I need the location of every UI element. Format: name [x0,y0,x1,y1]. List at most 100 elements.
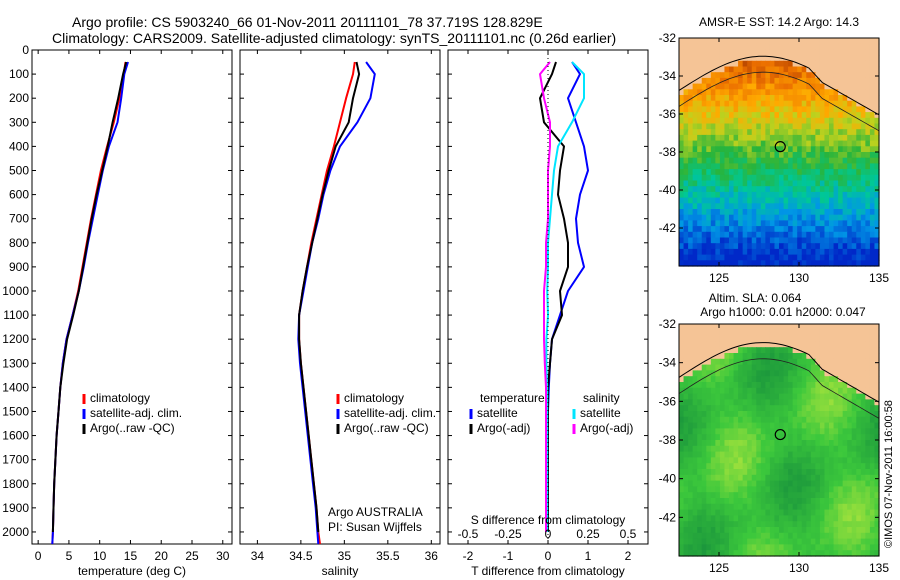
sst-map-cell [842,152,848,159]
sla-map-cell [788,445,794,453]
sst-map-cell [688,146,694,153]
sst-map-cell [833,209,839,216]
sst-map-cell [851,55,857,62]
sst-map-cell [860,100,866,107]
sst-map-cell [860,231,866,239]
sst-map-cell [815,220,821,227]
sla-map-cell [874,335,880,342]
sla-map-cell [847,440,853,447]
sst-map-cell [701,186,707,193]
sla-map-cell [706,492,712,499]
sla-map-cell [697,492,703,499]
sst-map-cell [697,66,703,73]
sla-map-cell [806,451,812,458]
sla-map-cell [760,532,766,540]
sla-map-cell [733,509,739,516]
sst-map-cell [869,72,876,79]
sst-map-cell [869,197,876,204]
sst-map-cell [865,248,871,256]
sst-map-cell [829,106,835,113]
sla-map-cell [783,324,789,331]
sla-map-cell [769,434,776,441]
sla-map-cell [756,353,762,360]
sla-map-cell [688,353,694,360]
sla-map-cell [760,434,766,441]
sst-map-cell [697,209,703,216]
sst-map-cell [833,260,839,267]
sla-map-cell [797,550,803,557]
sst-map-cell [760,169,766,176]
sla-map-cell [724,486,730,493]
sla-map-cell [779,445,785,453]
sla-map-cell [824,347,830,354]
sla-map-cell [719,324,726,331]
sst-map-cell [815,209,821,216]
sst-map-cell [729,89,735,96]
sst-map-cell [783,134,789,142]
sst-map-cell [697,117,703,125]
sst-map-cell [733,89,739,96]
sst-map-cell [792,226,798,233]
sla-map-cell [815,463,821,470]
sla-map-cell [751,329,757,337]
sst-map-cell [701,129,707,136]
sst-map-cell [810,72,816,79]
sst-map-cell [697,89,703,96]
sla-map-cell [715,422,721,429]
sst-map-cell [733,49,739,56]
sla-map-cell [679,498,685,505]
sst-map-cell [751,66,757,73]
sst-map-cell [724,231,730,239]
sst-map-cell [738,43,744,50]
sst-map-cell [710,95,716,102]
sst-map-cell [724,237,730,244]
sla-map-cell [751,382,757,389]
sst-map-cell [851,203,857,210]
sst-map-cell [760,220,766,227]
sla-map-cell [774,469,780,476]
sla-map-cell [688,527,694,534]
sla-map-cell [869,376,876,383]
sla-map-cell [706,469,712,476]
sst-map-cell [738,117,744,125]
sst-map-cell [738,38,744,45]
sst-map-cell [842,203,848,210]
sst-map-cell [769,146,776,153]
sla-map-cell [701,463,707,470]
sla-map-cell [851,445,857,453]
sla-map-cell [738,411,744,418]
sla-map-cell [829,422,835,429]
sst-map-cell [865,180,871,187]
sla-map-cell [783,480,789,487]
sst-map-cell [697,157,703,164]
sla-map-cell [847,358,853,366]
sla-map-cell [860,335,866,342]
sla-map-cell [788,364,794,371]
sla-map-cell [710,416,716,424]
sla-map-cell [760,498,766,505]
sst-map-cell [806,55,812,62]
sst-map-cell [774,260,780,267]
sla-map-cell [760,544,766,551]
sla-map-cell [865,474,871,482]
sst-map-cell [815,169,821,176]
sst-map-cell [801,152,807,159]
sla-map-cell [760,422,766,429]
sla-map-cell [788,411,794,418]
sla-map-cell [783,451,789,458]
sla-map-cell [838,411,844,418]
sst-map-cell [810,152,816,159]
sla-map-cell [688,457,694,464]
sst-map-cell [719,106,726,113]
sla-map-cell [706,416,712,424]
sst-map-cell [869,95,876,102]
sst-map-cell [874,49,880,56]
sla-map-cell [783,335,789,342]
sla-map-cell [851,370,857,377]
sst-map-cell [724,248,730,256]
sla-map-cell [806,550,812,557]
sst-map-cell [788,169,794,176]
sst-map-title: AMSR-E SST: 14.2 Argo: 14.3 [699,15,859,29]
sst-map-cell [851,197,857,204]
sla-map-cell [819,492,826,499]
